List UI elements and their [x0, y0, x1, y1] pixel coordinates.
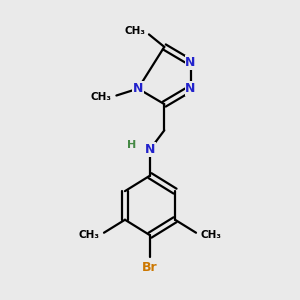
Text: CH₃: CH₃ — [200, 230, 221, 240]
Text: N: N — [145, 143, 155, 156]
Text: N: N — [185, 82, 196, 95]
Text: N: N — [185, 56, 196, 69]
Text: Br: Br — [142, 262, 158, 275]
Text: CH₃: CH₃ — [91, 92, 112, 102]
Text: H: H — [128, 140, 137, 150]
Text: N: N — [133, 82, 143, 95]
Text: CH₃: CH₃ — [79, 230, 100, 240]
Text: CH₃: CH₃ — [124, 26, 145, 36]
